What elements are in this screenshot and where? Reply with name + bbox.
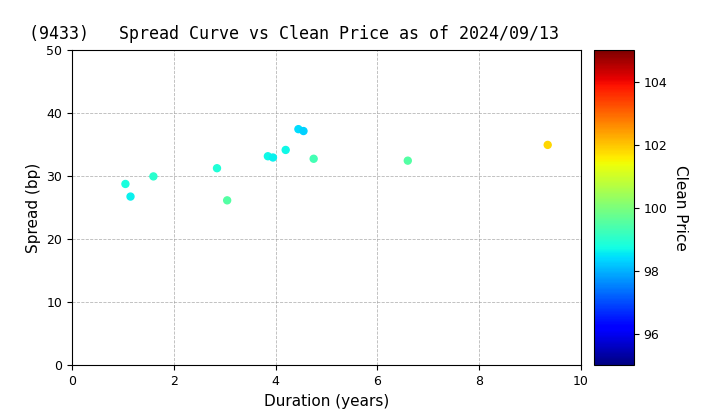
Point	[211, 165, 222, 171]
Point	[262, 153, 274, 160]
Point	[308, 155, 320, 162]
Y-axis label: Spread (bp): Spread (bp)	[26, 163, 41, 253]
Point	[148, 173, 159, 180]
Point	[222, 197, 233, 204]
Point	[292, 126, 304, 132]
Point	[120, 181, 131, 187]
X-axis label: Duration (years): Duration (years)	[264, 394, 389, 409]
Point	[542, 142, 554, 148]
Point	[402, 157, 413, 164]
Point	[267, 154, 279, 161]
Y-axis label: Clean Price: Clean Price	[673, 165, 688, 251]
Point	[125, 193, 136, 200]
Text: (9433)   Spread Curve vs Clean Price as of 2024/09/13: (9433) Spread Curve vs Clean Price as of…	[29, 25, 559, 43]
Point	[280, 147, 292, 153]
Point	[298, 128, 310, 134]
